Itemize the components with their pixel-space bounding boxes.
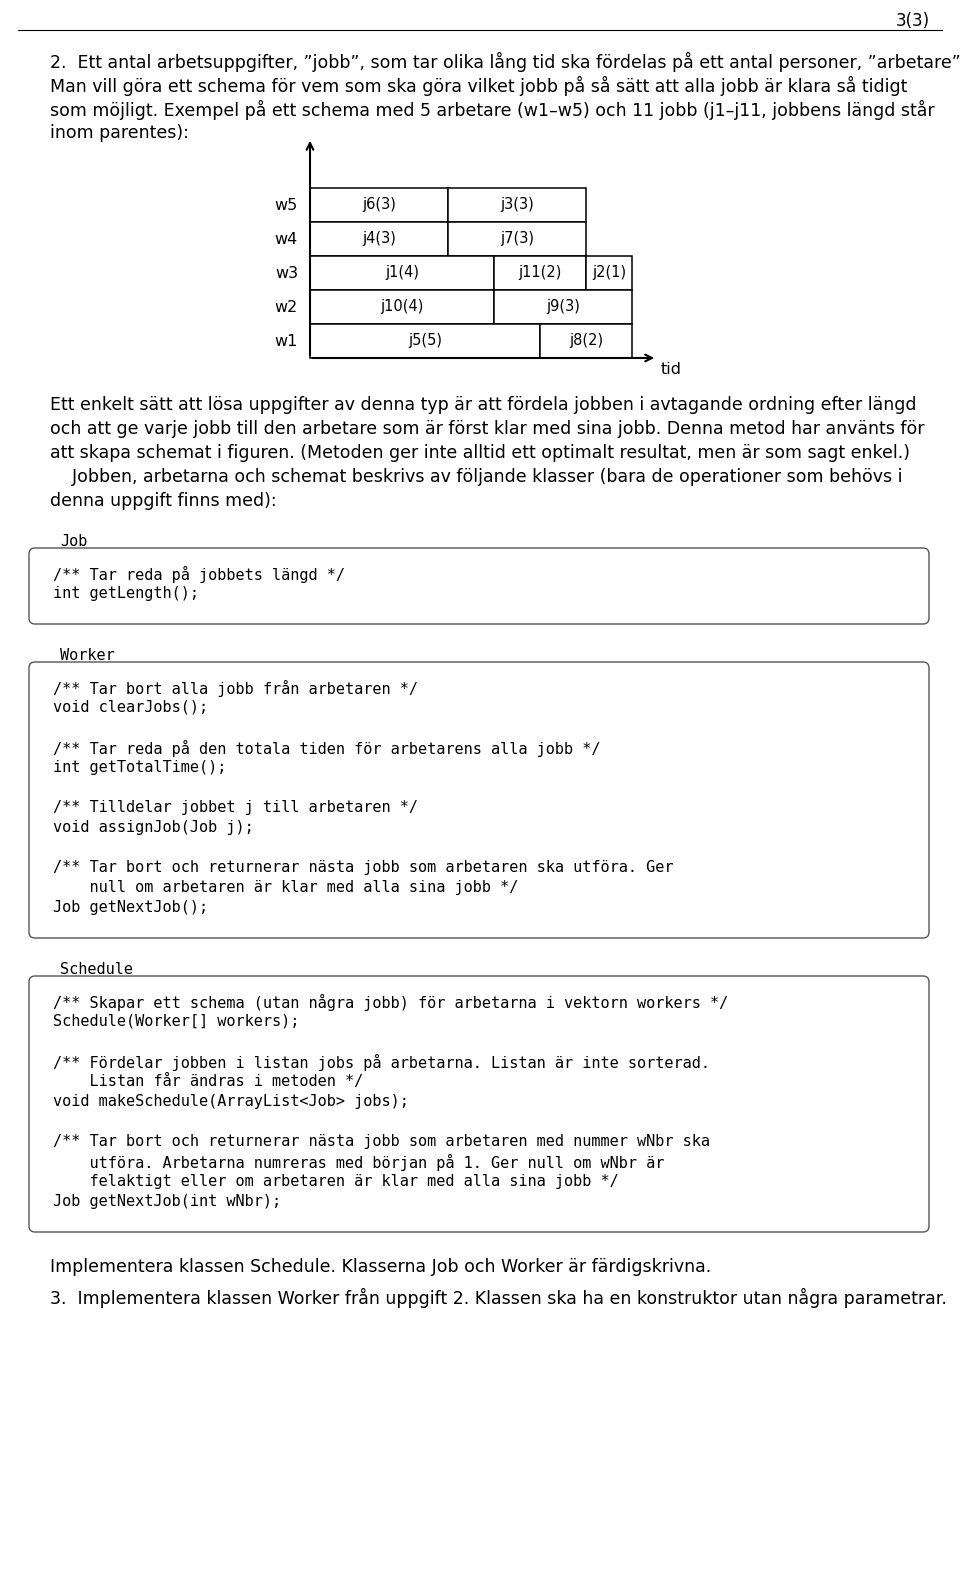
Text: void assignJob(Job j);: void assignJob(Job j); <box>53 820 253 835</box>
Text: j8(2): j8(2) <box>569 333 603 349</box>
Text: /** Tar reda på jobbets längd */: /** Tar reda på jobbets längd */ <box>53 566 345 584</box>
Text: Job getNextJob();: Job getNextJob(); <box>53 900 208 915</box>
Bar <box>448 222 586 256</box>
Text: och att ge varje jobb till den arbetare som är först klar med sina jobb. Denna m: och att ge varje jobb till den arbetare … <box>50 420 924 437</box>
Text: j2(1): j2(1) <box>592 266 626 280</box>
Text: j7(3): j7(3) <box>500 231 534 247</box>
Text: null om arbetaren är klar med alla sina jobb */: null om arbetaren är klar med alla sina … <box>53 879 518 895</box>
Bar <box>310 189 448 222</box>
FancyBboxPatch shape <box>29 547 929 624</box>
Text: j5(5): j5(5) <box>408 333 442 349</box>
Text: Implementera klassen Schedule. Klasserna Job och Worker är färdigskrivna.: Implementera klassen Schedule. Klasserna… <box>50 1258 711 1276</box>
FancyBboxPatch shape <box>29 975 929 1232</box>
Text: tid: tid <box>661 362 682 378</box>
Text: int getLength();: int getLength(); <box>53 587 199 601</box>
Text: /** Tar bort och returnerar nästa jobb som arbetaren ska utföra. Ger: /** Tar bort och returnerar nästa jobb s… <box>53 860 674 875</box>
Text: 2.  Ett antal arbetsuppgifter, ”jobb”, som tar olika lång tid ska fördelas på et: 2. Ett antal arbetsuppgifter, ”jobb”, so… <box>50 52 960 72</box>
Text: /** Skapar ett schema (utan några jobb) för arbetarna i vektorn workers */: /** Skapar ett schema (utan några jobb) … <box>53 994 729 1011</box>
Text: /** Tar reda på den totala tiden för arbetarens alla jobb */: /** Tar reda på den totala tiden för arb… <box>53 739 601 757</box>
Text: w1: w1 <box>275 333 298 349</box>
Text: utföra. Arbetarna numreras med början på 1. Ger null om wNbr är: utföra. Arbetarna numreras med början på… <box>53 1155 664 1170</box>
FancyBboxPatch shape <box>29 662 929 938</box>
Text: Schedule: Schedule <box>60 963 133 977</box>
Bar <box>540 324 632 359</box>
Text: j6(3): j6(3) <box>362 198 396 212</box>
Text: inom parentes):: inom parentes): <box>50 124 189 142</box>
Text: Schedule(Worker[] workers);: Schedule(Worker[] workers); <box>53 1015 300 1029</box>
Text: /** Tilldelar jobbet j till arbetaren */: /** Tilldelar jobbet j till arbetaren */ <box>53 801 418 815</box>
Text: void makeSchedule(ArrayList<Job> jobs);: void makeSchedule(ArrayList<Job> jobs); <box>53 1093 409 1109</box>
Text: Jobben, arbetarna och schemat beskrivs av följande klasser (bara de operationer : Jobben, arbetarna och schemat beskrivs a… <box>50 469 902 486</box>
Text: w2: w2 <box>275 299 298 315</box>
Bar <box>586 256 632 289</box>
Bar <box>494 289 632 324</box>
Text: j10(4): j10(4) <box>380 299 423 315</box>
Text: j4(3): j4(3) <box>362 231 396 247</box>
Text: Job: Job <box>60 533 87 549</box>
Bar <box>310 324 540 359</box>
Text: void clearJobs();: void clearJobs(); <box>53 700 208 716</box>
Text: Man vill göra ett schema för vem som ska göra vilket jobb på så sätt att alla jo: Man vill göra ett schema för vem som ska… <box>50 76 907 96</box>
Text: som möjligt. Exempel på ett schema med 5 arbetare (w1–w5) och 11 jobb (j1–j11, j: som möjligt. Exempel på ett schema med 5… <box>50 101 935 120</box>
Bar <box>310 289 494 324</box>
Text: /** Tar bort och returnerar nästa jobb som arbetaren med nummer wNbr ska: /** Tar bort och returnerar nästa jobb s… <box>53 1134 710 1148</box>
Bar <box>310 256 494 289</box>
Text: 3.  Implementera klassen Worker från uppgift 2. Klassen ska ha en konstruktor ut: 3. Implementera klassen Worker från uppg… <box>50 1288 947 1309</box>
Bar <box>310 222 448 256</box>
Text: Listan får ändras i metoden */: Listan får ändras i metoden */ <box>53 1074 363 1089</box>
Text: denna uppgift finns med):: denna uppgift finns med): <box>50 492 276 510</box>
Text: 3(3): 3(3) <box>896 13 930 30</box>
Text: j11(2): j11(2) <box>518 266 562 280</box>
Text: Ett enkelt sätt att lösa uppgifter av denna typ är att fördela jobben i avtagand: Ett enkelt sätt att lösa uppgifter av de… <box>50 396 917 414</box>
Text: j9(3): j9(3) <box>546 299 580 315</box>
Text: w3: w3 <box>275 266 298 280</box>
Text: att skapa schemat i figuren. (Metoden ger inte alltid ett optimalt resultat, men: att skapa schemat i figuren. (Metoden ge… <box>50 444 910 462</box>
Text: /** Tar bort alla jobb från arbetaren */: /** Tar bort alla jobb från arbetaren */ <box>53 680 418 697</box>
Text: int getTotalTime();: int getTotalTime(); <box>53 760 227 775</box>
Text: j1(4): j1(4) <box>385 266 419 280</box>
Text: Job getNextJob(int wNbr);: Job getNextJob(int wNbr); <box>53 1194 281 1210</box>
Bar <box>494 256 586 289</box>
Text: w5: w5 <box>275 198 298 212</box>
Text: w4: w4 <box>275 231 298 247</box>
Text: felaktigt eller om arbetaren är klar med alla sina jobb */: felaktigt eller om arbetaren är klar med… <box>53 1173 619 1189</box>
Text: Worker: Worker <box>60 648 115 662</box>
Text: j3(3): j3(3) <box>500 198 534 212</box>
Text: /** Fördelar jobben i listan jobs på arbetarna. Listan är inte sorterad.: /** Fördelar jobben i listan jobs på arb… <box>53 1054 710 1071</box>
Bar <box>448 189 586 222</box>
